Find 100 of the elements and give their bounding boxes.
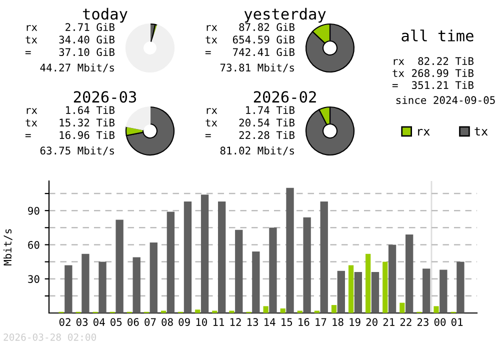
x-tick-label: 16 <box>298 318 310 326</box>
x-tick-label: 01 <box>451 318 463 326</box>
bar <box>286 188 294 313</box>
text: tx <box>206 119 218 126</box>
x-tick-label: 21 <box>383 318 394 326</box>
legend-label: tx <box>474 127 488 136</box>
bar <box>98 262 106 313</box>
y-tick-label: 90 <box>28 206 40 215</box>
text: all time <box>402 30 474 42</box>
y-tick-label: 60 <box>28 240 40 249</box>
bar <box>269 228 277 313</box>
x-tick-label: 12 <box>230 318 241 326</box>
text: 22.28 TiB <box>239 130 295 140</box>
bar <box>382 262 388 313</box>
bar <box>252 252 260 313</box>
chart-title: 2026-02 <box>254 91 316 103</box>
bar <box>331 305 337 313</box>
legend-label: rx <box>418 128 430 136</box>
bar <box>366 254 371 313</box>
text: 654.59 GiB <box>232 35 295 44</box>
donut-slice <box>126 106 175 156</box>
bar <box>195 310 200 313</box>
bar <box>371 272 380 313</box>
x-tick-label: 20 <box>366 318 378 326</box>
bar <box>434 306 439 313</box>
bar <box>303 217 311 313</box>
x-tick-label: 19 <box>350 318 360 326</box>
bar <box>218 201 226 313</box>
bar <box>405 234 414 313</box>
chart-title: today <box>82 8 128 23</box>
bar <box>64 265 72 313</box>
text: 81.02 Mbit/s <box>220 146 294 156</box>
x-tick-label: 09 <box>178 318 190 326</box>
x-tick-label: 11 <box>213 318 224 326</box>
x-tick-label: 13 <box>248 318 258 326</box>
text: tx <box>392 70 404 77</box>
text: 73.81 Mbit/s <box>220 63 294 72</box>
text: rx <box>206 108 218 114</box>
text: rx <box>206 25 218 31</box>
x-tick-label: 17 <box>316 318 326 326</box>
bar <box>456 262 464 313</box>
y-tick-label: 30 <box>28 275 40 283</box>
x-tick-label: 02 <box>59 318 70 326</box>
x-tick-label: 14 <box>264 318 276 326</box>
donut-slice <box>305 106 355 156</box>
bar <box>82 254 90 313</box>
bar <box>422 268 430 313</box>
text: = <box>25 134 31 138</box>
text: rx <box>26 25 38 31</box>
bar <box>400 302 405 313</box>
text: 87.82 GiB <box>239 22 295 32</box>
x-tick-label: 04 <box>94 318 105 326</box>
text: 742.41 GiB <box>232 48 295 56</box>
text: = <box>392 84 398 88</box>
bar <box>200 194 209 313</box>
text: tx <box>206 36 218 44</box>
text: since 2024-09-05 <box>396 96 495 104</box>
text: = <box>25 51 31 54</box>
bar <box>166 212 175 313</box>
x-tick-label: 15 <box>282 318 292 326</box>
y-axis-title: Mbit/s <box>3 229 12 266</box>
text: tx <box>26 119 38 126</box>
text: 20.54 TiB <box>239 118 295 127</box>
bar <box>132 257 140 313</box>
text: rx <box>394 59 404 65</box>
text: = <box>205 134 211 138</box>
chart-title: 2026-03 <box>74 91 136 103</box>
bar <box>320 201 328 313</box>
text: 2.71 GiB <box>66 22 115 32</box>
text: 268.99 TiB <box>412 68 474 78</box>
bar <box>263 306 268 313</box>
bar <box>440 270 448 313</box>
x-tick-label: 05 <box>110 318 122 326</box>
bar <box>150 242 158 313</box>
text: 44.27 Mbit/s <box>40 63 114 72</box>
bar <box>354 272 362 313</box>
chart-title: yesterday <box>244 8 326 23</box>
text: tx <box>26 36 38 44</box>
text: 37.10 GiB <box>59 48 115 56</box>
bar <box>337 270 345 313</box>
x-tick-label: 22 <box>400 318 412 326</box>
x-tick-label: 00 <box>434 318 446 326</box>
text: 16.96 TiB <box>60 130 115 140</box>
donut-slice <box>126 106 151 130</box>
bar <box>184 201 192 313</box>
bar <box>116 220 124 313</box>
text: rx <box>26 108 38 114</box>
text: 1.74 TiB <box>246 106 295 114</box>
x-tick-label: 06 <box>128 318 139 326</box>
text: 351.21 TiB <box>412 80 474 90</box>
text: 15.32 TiB <box>60 118 115 127</box>
text: 1.64 TiB <box>66 106 115 114</box>
text: 63.75 Mbit/s <box>40 146 114 156</box>
x-tick-label: 18 <box>332 318 344 326</box>
x-tick-label: 07 <box>144 318 156 326</box>
text: 34.40 GiB <box>59 35 115 44</box>
bar <box>348 265 354 313</box>
bar <box>235 230 243 313</box>
x-tick-label: 03 <box>76 318 88 326</box>
bar <box>388 244 396 313</box>
